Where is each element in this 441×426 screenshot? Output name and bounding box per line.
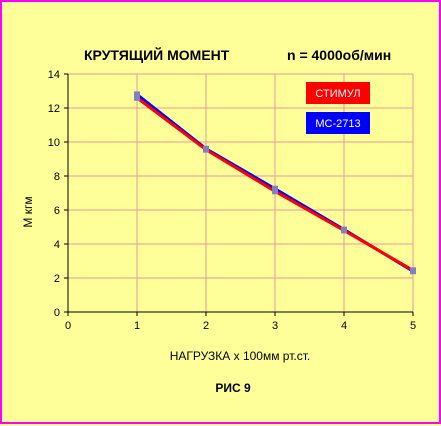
data-point-1: [341, 227, 347, 234]
series-lines: [134, 91, 416, 275]
y-tick-label: 12: [48, 103, 60, 115]
x-tick-label: 5: [410, 320, 416, 332]
legend-label-ms2713: МС-2713: [315, 118, 360, 130]
legend-label-stimul: СТИМУЛ: [315, 88, 360, 100]
chart-subtitle: n = 4000об/мин: [287, 47, 391, 63]
chart-title: КРУТЯЩИЙ МОМЕНТ: [84, 46, 230, 63]
y-tick-label: 4: [54, 239, 60, 251]
y-tick-labels: 0 2 4 6 8 10 12 14: [48, 69, 68, 319]
grid-lines: [68, 73, 414, 312]
data-point-1: [134, 94, 140, 101]
figure-caption: РИС 9: [215, 381, 251, 395]
legend-swatch-ms2713: [306, 112, 370, 134]
x-tick-label: 4: [341, 320, 347, 332]
y-tick-label: 14: [48, 69, 60, 81]
x-tick-label: 1: [134, 320, 140, 332]
x-tick-labels: 0 1 2 3 4 5: [65, 312, 416, 332]
y-tick-label: 8: [54, 171, 60, 183]
data-point-1: [272, 188, 278, 195]
x-tick-label: 0: [65, 320, 71, 332]
data-point-1: [410, 267, 416, 274]
y-tick-label: 0: [54, 307, 60, 319]
x-tick-label: 3: [272, 320, 278, 332]
y-tick-label: 6: [54, 205, 60, 217]
legend-swatch-stimul: [306, 82, 370, 104]
data-point-0: [134, 91, 140, 98]
y-tick-label: 10: [48, 137, 60, 149]
axes: [67, 74, 413, 313]
x-tick-label: 2: [203, 320, 209, 332]
y-tick-label: 2: [54, 273, 60, 285]
data-point-1: [203, 146, 209, 153]
legend: СТИМУЛ МС-2713: [306, 82, 370, 134]
y-axis-label: М кгм: [21, 196, 35, 227]
x-axis-label: НАГРУЗКА х 100мм рт.ст.: [170, 349, 310, 363]
